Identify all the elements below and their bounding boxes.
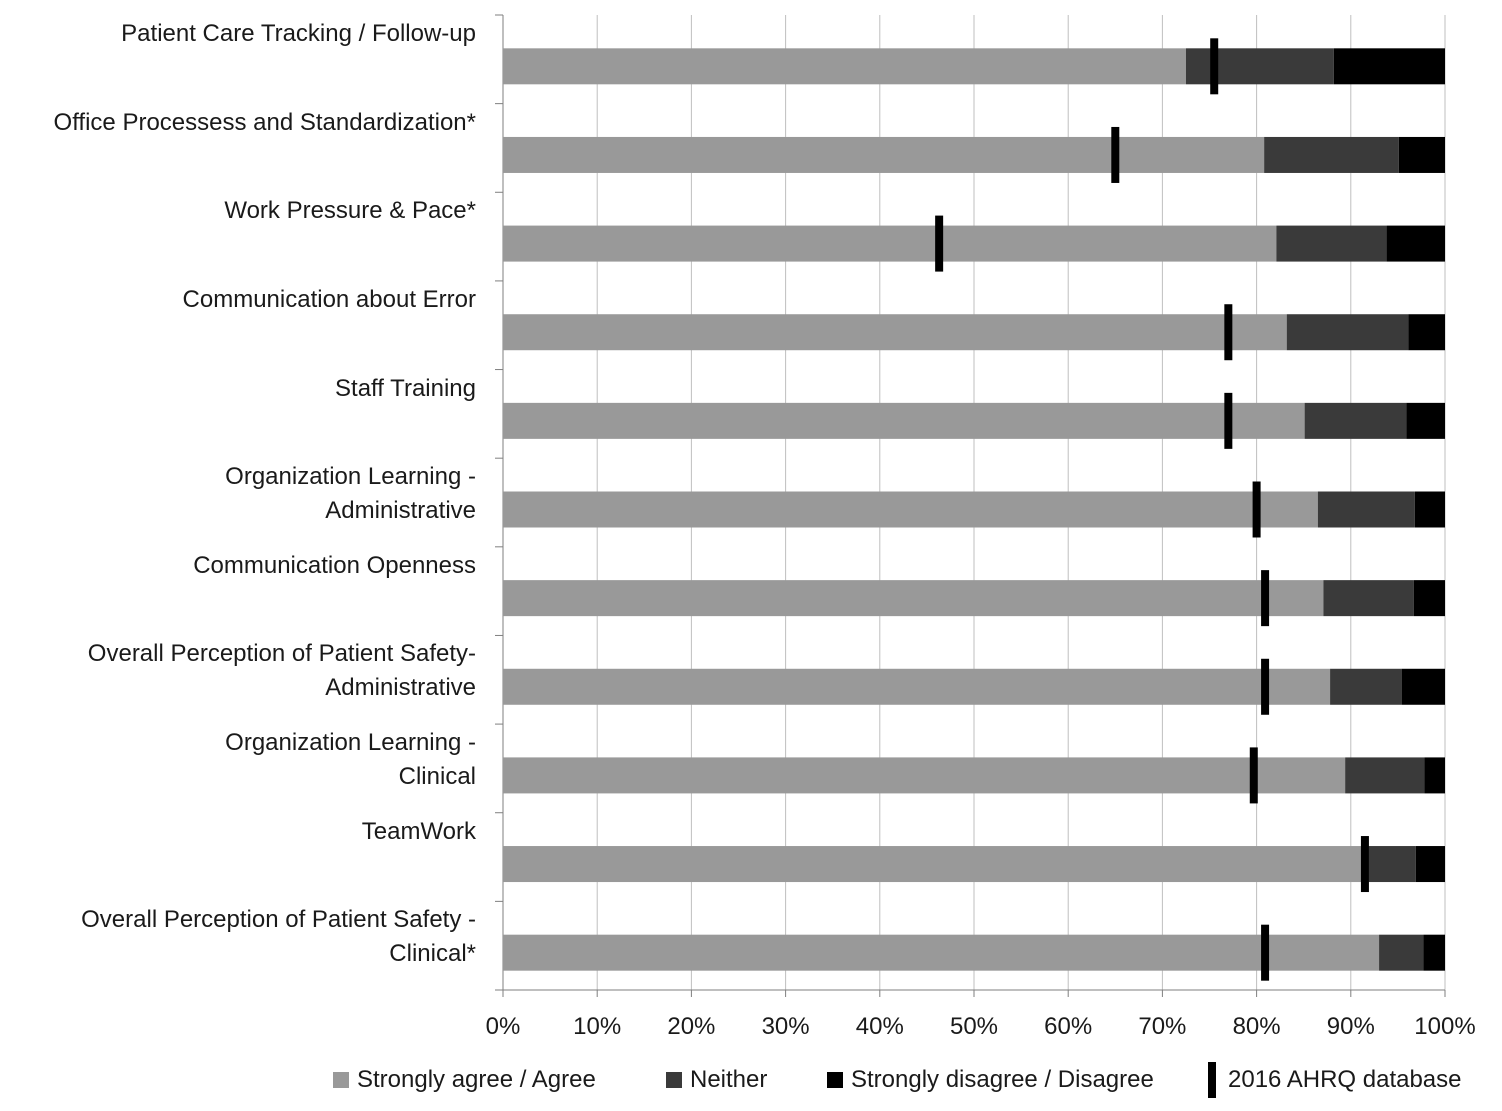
legend-label: 2016 AHRQ database	[1228, 1066, 1462, 1093]
x-tick-label: 60%	[1044, 1013, 1093, 1040]
benchmark-marker	[1261, 924, 1270, 981]
benchmark-marker	[1261, 570, 1270, 627]
benchmark-marker	[1261, 658, 1270, 715]
x-tick-label: 50%	[949, 1013, 999, 1040]
category-label: Overall Perception of Patient Safety- Ad…	[87, 640, 476, 702]
bar-neither	[1317, 491, 1415, 528]
bar-disagree	[1413, 580, 1445, 617]
benchmark-marker	[1360, 836, 1369, 893]
bar-disagree	[1401, 668, 1445, 705]
bar-neither	[1264, 136, 1399, 173]
bar-disagree	[1406, 402, 1445, 439]
x-tick-label: 10%	[573, 1013, 622, 1040]
category-label: Patient Care Tracking / Follow-up	[121, 20, 476, 47]
x-tick-label: 80%	[1232, 1013, 1281, 1040]
bar-agree	[503, 225, 1277, 262]
bar-agree	[503, 668, 1331, 705]
bar-agree	[503, 846, 1369, 883]
legend-item: 2016 AHRQ database	[1208, 1062, 1462, 1098]
benchmark-marker	[1111, 126, 1120, 183]
benchmark-marker	[1224, 392, 1233, 449]
category-label: TeamWork	[361, 817, 476, 845]
legend-label: Neither	[690, 1066, 768, 1093]
benchmark-marker	[1249, 747, 1258, 804]
legend-swatch	[333, 1072, 349, 1088]
bar-agree	[503, 402, 1305, 439]
x-tick-label: 40%	[855, 1013, 904, 1040]
bar-disagree	[1398, 136, 1445, 173]
benchmark-marker	[1210, 38, 1219, 95]
x-tick-label: 100%	[1414, 1013, 1476, 1040]
bar-disagree	[1424, 757, 1445, 794]
legend: Strongly agree / Agree Neither Strongly di…	[0, 1062, 1502, 1098]
bar-disagree	[1415, 846, 1445, 883]
legend-item: Strongly agree / Agree	[333, 1062, 596, 1098]
x-tick-label: 70%	[1138, 1013, 1187, 1040]
bar-neither	[1276, 225, 1387, 262]
legend-swatch	[1208, 1062, 1216, 1098]
benchmark-marker	[1252, 481, 1261, 538]
bar-agree	[503, 136, 1265, 173]
x-tick-label: 20%	[667, 1013, 716, 1040]
bar-neither	[1323, 580, 1414, 617]
bar-agree	[503, 580, 1324, 617]
legend-label: Strongly agree / Agree	[357, 1066, 596, 1093]
x-tick-label: 0%	[485, 1013, 521, 1040]
category-label: Organization Learning - Administrative	[225, 463, 476, 525]
bar-agree	[503, 757, 1346, 794]
bar-disagree	[1408, 314, 1445, 351]
legend-label: Strongly disagree / Disagree	[851, 1066, 1154, 1093]
category-label: Organization Learning - Clinical	[225, 729, 476, 791]
x-tick-label: 90%	[1326, 1013, 1375, 1040]
benchmark-marker	[1224, 304, 1233, 361]
legend-item: Strongly disagree / Disagree	[827, 1062, 1154, 1098]
category-label: Overall Perception of Patient Safety - C…	[81, 906, 476, 968]
benchmark-marker	[935, 215, 944, 272]
bar-neither	[1345, 757, 1425, 794]
bar-agree	[503, 491, 1318, 528]
bar-disagree	[1423, 934, 1445, 971]
bar-neither	[1379, 934, 1424, 971]
bar-neither	[1185, 48, 1334, 85]
category-label: Staff Training	[335, 374, 476, 402]
bar-disagree	[1414, 491, 1445, 528]
x-tick-label: 30%	[761, 1013, 810, 1040]
bar-agree	[503, 314, 1287, 351]
legend-swatch	[827, 1072, 843, 1088]
legend-swatch	[666, 1072, 682, 1088]
legend-item: Neither	[666, 1062, 767, 1098]
bar-neither	[1368, 846, 1416, 883]
category-label: Communication about Error	[182, 285, 476, 313]
bar-disagree	[1386, 225, 1445, 262]
bar-agree	[503, 48, 1186, 85]
bar-neither	[1286, 314, 1409, 351]
bar-neither	[1330, 668, 1402, 705]
bar-agree	[503, 934, 1380, 971]
bar-neither	[1304, 402, 1407, 439]
category-label: Communication Openness	[193, 551, 476, 579]
category-label: Office Processess and Standardization*	[53, 108, 476, 136]
bar-disagree	[1333, 48, 1445, 85]
category-label: Work Pressure & Pace*	[224, 197, 476, 225]
